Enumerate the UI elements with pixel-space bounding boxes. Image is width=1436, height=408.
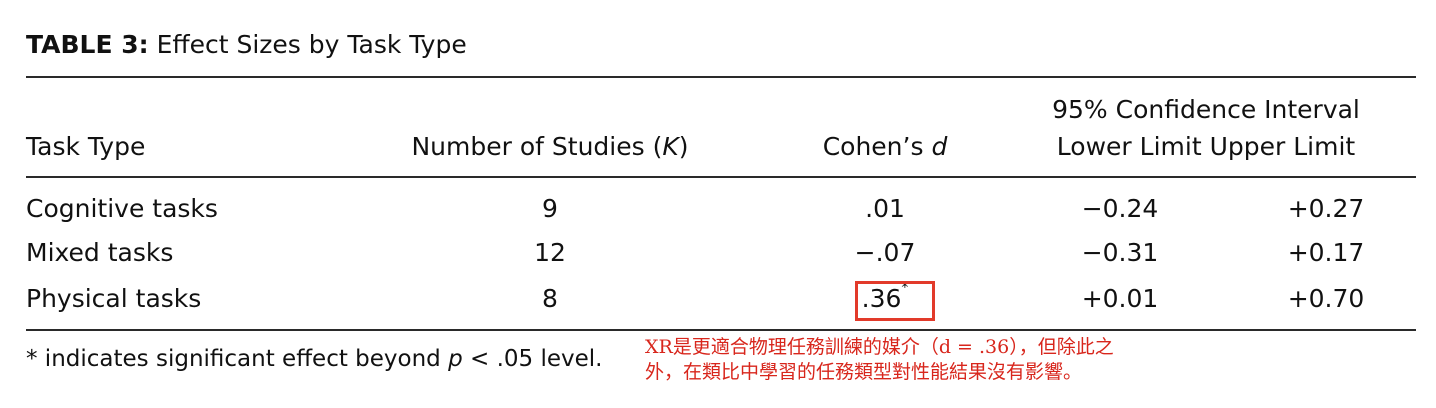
header-number-of-studies: Number of Studies (K) [411, 132, 689, 161]
annotation-line: 外，在類比中學習的任務類型對性能結果沒有影響。 [645, 361, 1083, 383]
table-caption-title: Effect Sizes by Task Type [156, 30, 467, 59]
annotation-line: XR是更適合物理任務訓練的媒介（d = .36），但除此之 [645, 336, 1114, 358]
table-row-upper: +0.27 [1287, 194, 1365, 223]
header-task-type: Task Type [26, 132, 146, 161]
header-lower-limit: Lower Limit [1056, 132, 1202, 161]
table-row-k: 9 [542, 194, 558, 223]
header-cohens-d: Cohen’s d [822, 132, 948, 161]
table-row-upper: +0.17 [1287, 238, 1365, 267]
table-row-upper: +0.70 [1287, 284, 1365, 313]
table-top-rule [26, 76, 1416, 78]
header-limits: Lower Limit Upper Limit [1057, 132, 1355, 161]
table-row-task: Mixed tasks [26, 238, 174, 267]
header-confidence-interval: 95% Confidence Interval [1052, 95, 1360, 124]
table-row-lower: −0.31 [1081, 238, 1159, 267]
table-caption: TABLE 3: Effect Sizes by Task Type [26, 30, 467, 59]
table-footnote: * indicates significant effect beyond p … [26, 346, 603, 372]
table-row-task: Physical tasks [26, 284, 202, 313]
header-upper-limit: Upper Limit [1209, 132, 1356, 161]
table-row-k: 12 [534, 238, 566, 267]
table-caption-label: TABLE 3: [26, 30, 149, 59]
table-row-task: Cognitive tasks [26, 194, 218, 223]
table-row-lower: +0.01 [1081, 284, 1159, 313]
table-row-d: −.07 [854, 238, 916, 267]
table-header-rule [26, 176, 1416, 178]
highlight-box [855, 281, 935, 321]
table-bottom-rule [26, 329, 1416, 331]
table-row-lower: −0.24 [1081, 194, 1159, 223]
annotation-note: XR是更適合物理任務訓練的媒介（d = .36），但除此之 外，在類比中學習的任… [645, 335, 1245, 385]
table-row-d: .36* [861, 280, 909, 313]
table-row-k: 8 [542, 284, 558, 313]
table-row-d: .01 [865, 194, 905, 223]
